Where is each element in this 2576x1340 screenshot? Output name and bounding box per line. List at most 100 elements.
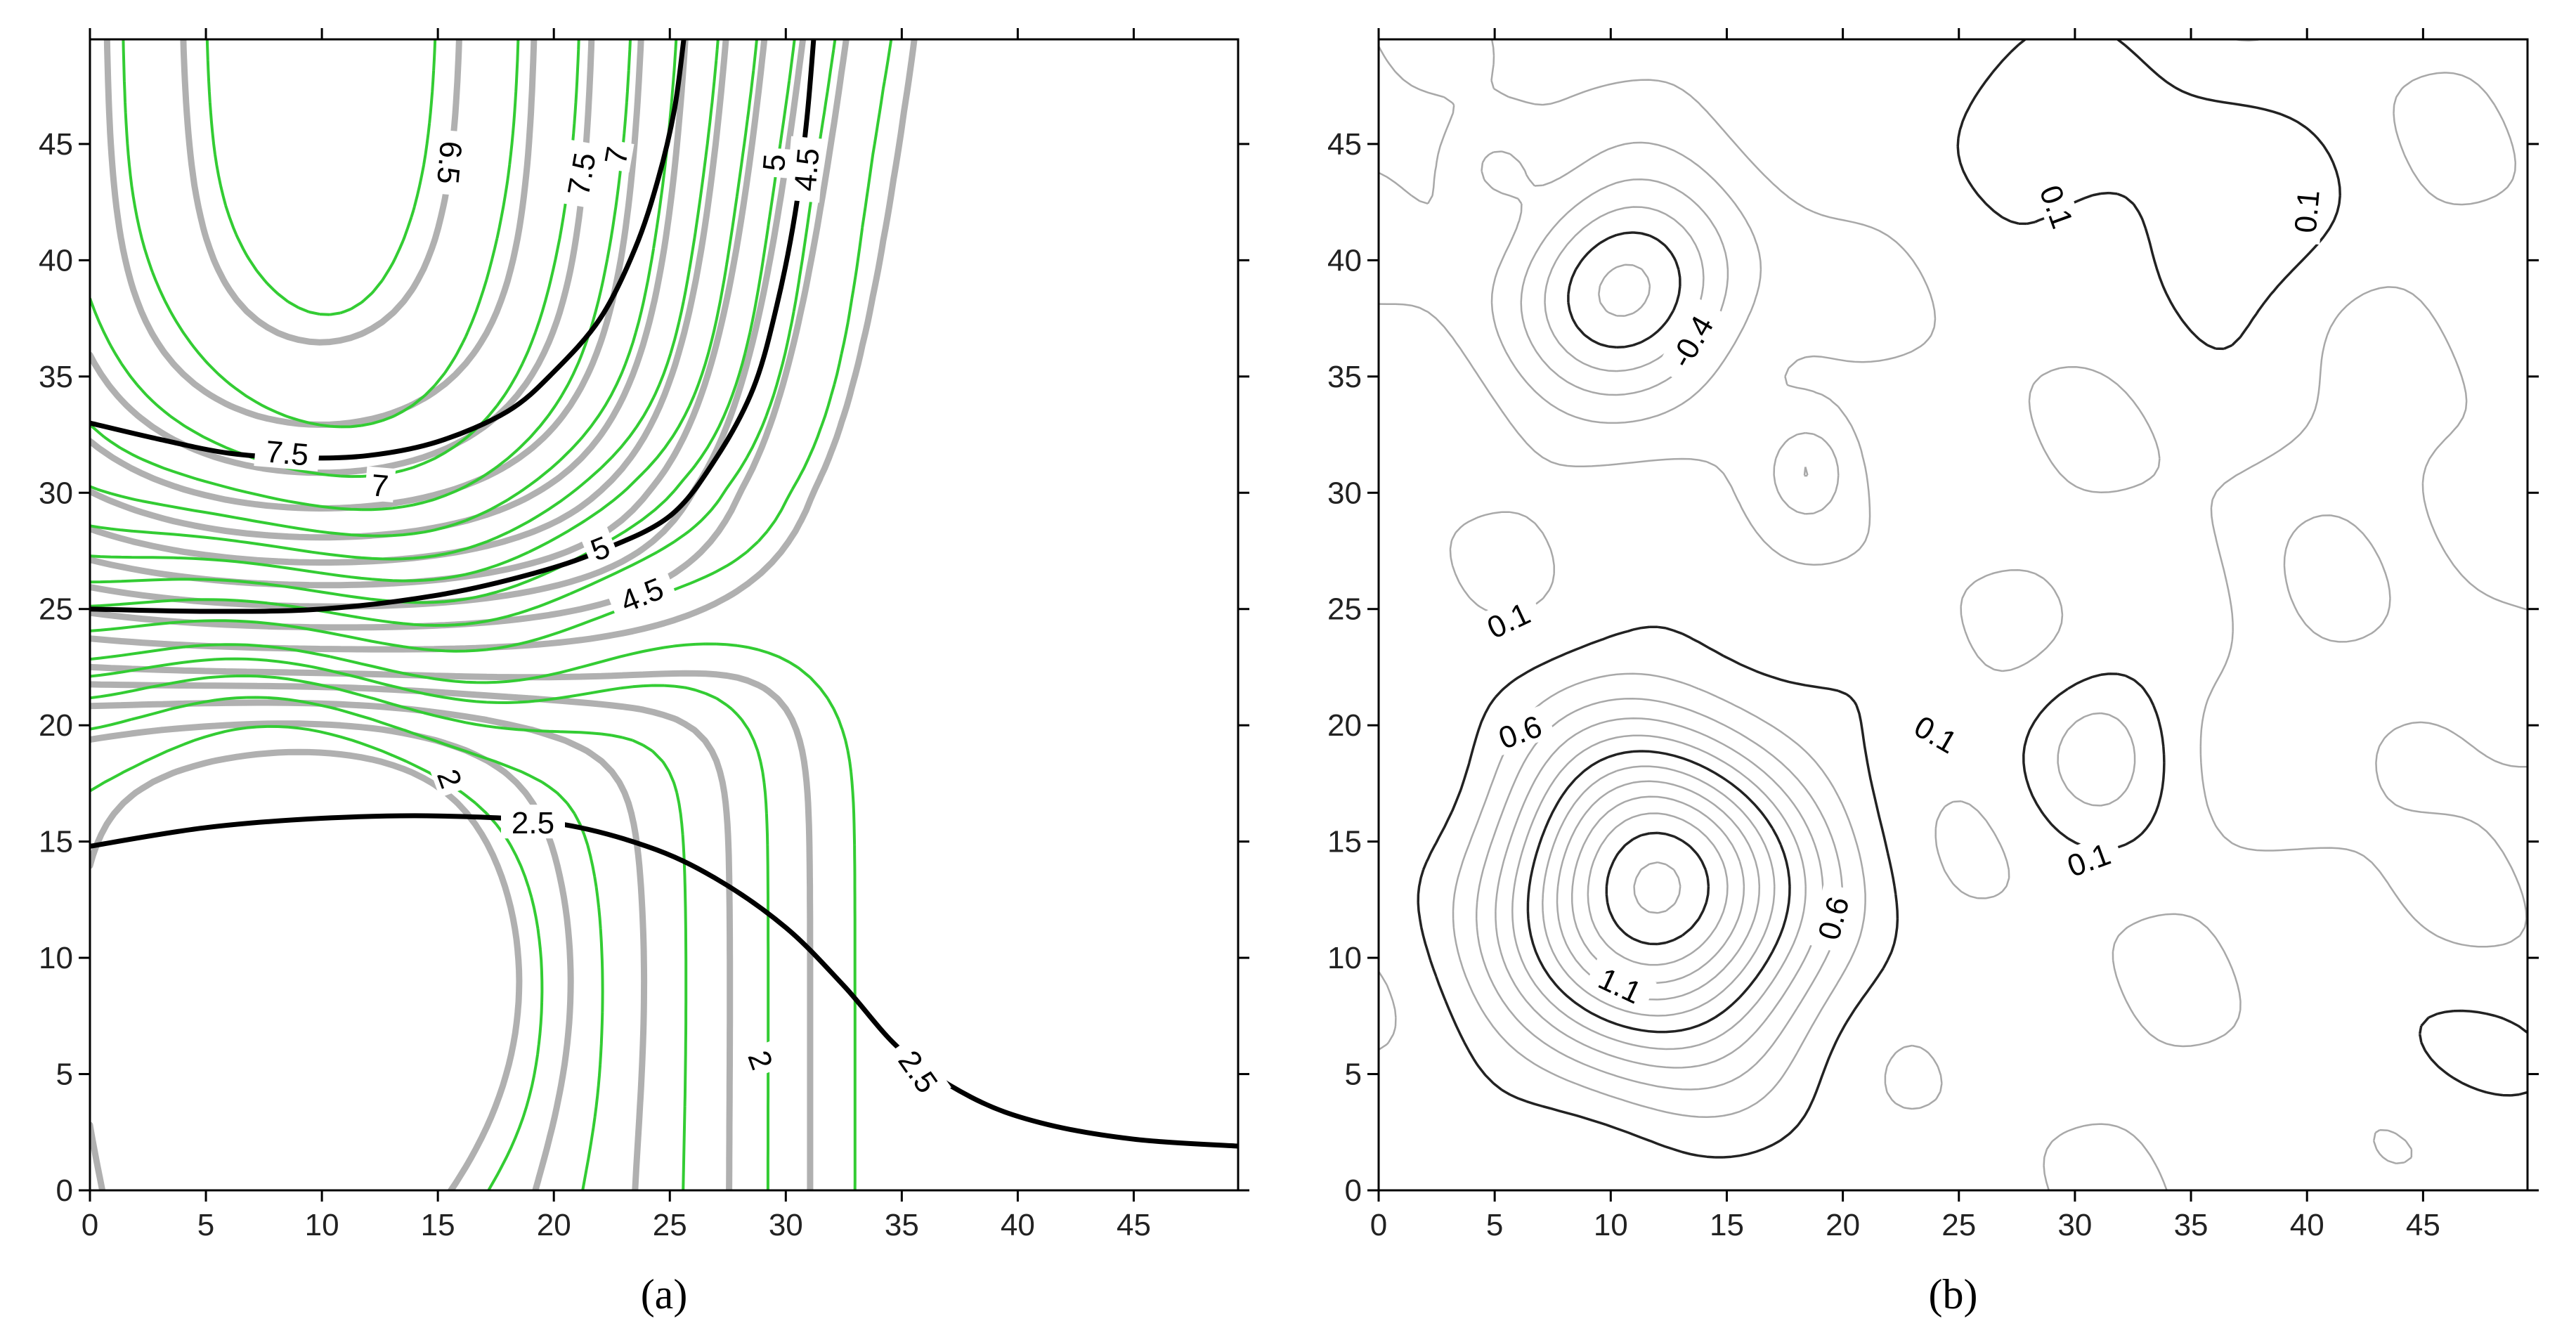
thin-contour-line: [1475, 698, 1844, 1091]
contour-label-bg: [430, 759, 472, 798]
contour-label-text: 6.5: [430, 140, 468, 186]
plot-frame: [89, 38, 1240, 1192]
contour-label-bg: [1584, 956, 1657, 1013]
plot-frame: [1377, 38, 2529, 1192]
highlighted-contour-5: [90, 39, 817, 614]
contour-label-bg: [1471, 590, 1544, 649]
thin-contour-line: [1379, 39, 2528, 1190]
contour-label: 0.1: [1471, 590, 1544, 649]
contour-label-bg: [786, 136, 825, 203]
green-contour-line: [122, 39, 520, 429]
contour-label: -0.4: [1655, 297, 1726, 385]
contour-label-bg: [2031, 170, 2085, 242]
contour-label: 7: [364, 466, 396, 504]
y-tick-label: 5: [1345, 1058, 1362, 1092]
grey-contour-line: [90, 699, 648, 1190]
thin-contour-line: [1587, 812, 1729, 966]
contour-label-bg: [501, 805, 565, 839]
contour-label-bg: [580, 526, 620, 568]
contour-label: 0.6: [1483, 704, 1556, 758]
y-tick-label: 30: [1327, 476, 1362, 510]
x-tick-label: 30: [2057, 1208, 2092, 1242]
x-tick-label: 45: [1117, 1208, 1151, 1242]
contour-label-bg: [558, 139, 603, 209]
thin-contour-line: [1598, 264, 1651, 317]
green-contour-line: [90, 674, 688, 1190]
x-tick-label: 15: [1710, 1208, 1744, 1242]
highlighted-contour-line: [1567, 231, 1681, 349]
contour-label: 2: [430, 759, 472, 798]
contour-label: 7: [596, 138, 635, 173]
grey-contour-line: [90, 720, 574, 1190]
contour-label: 0.1: [2286, 178, 2327, 245]
grey-contour-line: [180, 39, 462, 346]
thin-contour-line: [1520, 178, 1809, 477]
x-tick-label: 10: [305, 1208, 339, 1242]
x-tick-label: 25: [653, 1208, 687, 1242]
green-contour-line: [90, 39, 720, 561]
highlighted-contours: [1417, 39, 2528, 1159]
x-tick-label: 30: [769, 1208, 803, 1242]
y-tick-label: 10: [39, 941, 73, 975]
thin-contour-line: [1511, 734, 1807, 1050]
x-tick-label: 20: [537, 1208, 571, 1242]
contour-label-text: 4.5: [788, 147, 826, 193]
x-tick-label: 15: [421, 1208, 455, 1242]
contour-label-bg: [2286, 178, 2326, 245]
x-tick-label: 0: [1370, 1208, 1387, 1242]
green-contours: [90, 39, 893, 1190]
contour-label-bg: [741, 1040, 783, 1079]
y-tick-label: 20: [1327, 708, 1362, 743]
y-tick-label: 0: [1345, 1173, 1362, 1208]
panel-b: 0.10.6 0.10.10.61.1-0.40.1 0.10 5 10 15 20 25 30…: [1327, 28, 2539, 1318]
x-tick-label: 5: [197, 1208, 214, 1242]
contour-label: 0.1: [2031, 170, 2085, 242]
y-tick-label: 40: [39, 243, 73, 278]
highlighted-contour-2.5: [90, 813, 1238, 1149]
thin-contour-line: [1570, 795, 1745, 984]
grey-contour-line: [90, 681, 734, 1190]
thin-contour-line: [1633, 861, 1681, 914]
grey-contour-line: [103, 39, 538, 428]
contour-label-bg: [1483, 704, 1556, 758]
contour-label: 4.5: [786, 136, 826, 203]
green-contour-line: [205, 39, 437, 316]
contour-label-bg: [431, 129, 471, 196]
contour-label-bg: [1807, 883, 1857, 954]
y-tick-label: 35: [39, 360, 73, 394]
y-tick-label: 35: [1327, 360, 1362, 394]
contour-label: 7.5: [254, 432, 321, 473]
contour-label: 7.5: [558, 139, 603, 209]
x-tick-label: 45: [2406, 1208, 2440, 1242]
green-contour-line: [90, 696, 604, 1190]
contour-label-bg: [596, 138, 635, 173]
contour-label: 2.5: [501, 805, 565, 840]
contour-label-bg: [605, 566, 678, 622]
contour-label: 2: [741, 1040, 783, 1079]
y-tick-label: 15: [1327, 825, 1362, 859]
y-tick-label: 40: [1327, 243, 1362, 278]
x-tick-label: 5: [1486, 1208, 1503, 1242]
grey-contour-line: [90, 39, 918, 653]
y-tick-label: 25: [1327, 592, 1362, 627]
y-tick-label: 30: [39, 476, 73, 510]
contour-label-bg: [254, 432, 321, 471]
contour-label-text: 7.5: [264, 434, 310, 472]
highlighted-contour-line: [1605, 831, 1710, 946]
x-tick-label: 35: [885, 1208, 919, 1242]
thin-contour-line: [1481, 141, 2391, 643]
contour-label-bg: [1900, 703, 1973, 765]
y-tick-label: 45: [39, 127, 73, 162]
contour-label-text: 2.5: [512, 806, 554, 840]
green-contour-line: [90, 39, 758, 583]
contour-label-text: 0.1: [2289, 188, 2327, 234]
highlighted-contour-line: [1417, 39, 2528, 1159]
x-tick-label: 35: [2174, 1208, 2209, 1242]
contour-label-bg: [755, 146, 791, 178]
y-tick-label: 10: [1327, 941, 1362, 975]
x-tick-label: 20: [1826, 1208, 1860, 1242]
contour-label-text: 7: [370, 468, 390, 504]
